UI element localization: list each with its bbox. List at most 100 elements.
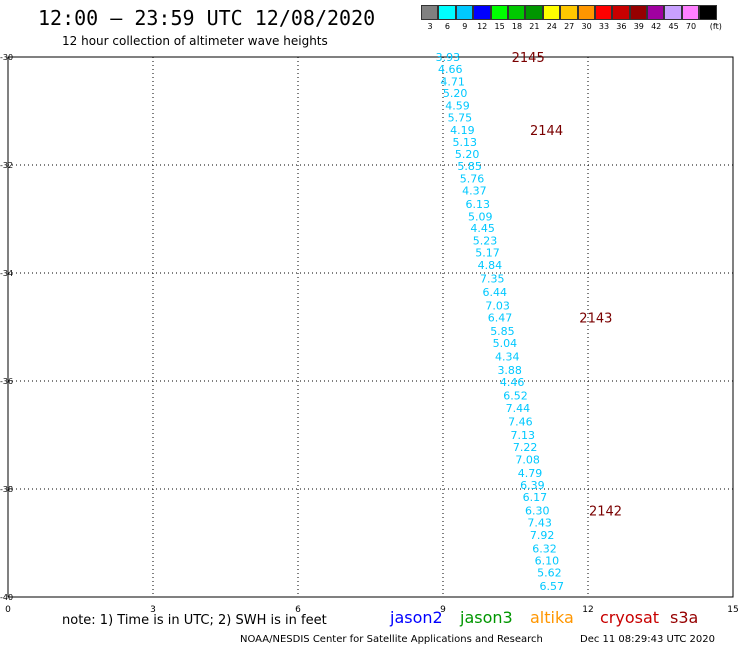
wave-height-value: 7.43 [527,516,552,529]
wave-height-value: 4.46 [500,376,525,389]
legend-label: 70 [685,22,697,31]
axis-ticks: 0 3 6 9 12 15 -30 -32 -34 -36 -38 -40 [0,53,739,615]
legend-swatch [577,5,595,20]
legend-swatch [560,5,578,20]
y-tick-label: -34 [0,269,13,278]
wave-height-value: 6.52 [503,390,528,403]
wave-height-value: 5.85 [490,325,515,338]
footer-note: note: 1) Time is in UTC; 2) SWH is in fe… [62,613,327,628]
wave-height-value: 5.85 [457,160,482,173]
legend-swatch [473,5,491,20]
satellite-name: jason2 [390,608,443,627]
wave-height-value: 5.75 [448,111,473,124]
x-tick-label: 9 [440,605,446,615]
legend-label: 15 [494,22,505,31]
x-tick-label: 15 [727,605,738,615]
wave-height-value: 6.17 [523,491,548,504]
satellite-name: s3a [670,608,699,627]
pass-number-label: 2144 [530,124,563,139]
map-title: 12:00 – 23:59 UTC 12/08/2020 [38,6,376,30]
legend-label: 27 [564,22,575,31]
wave-height-value: 7.22 [513,441,538,454]
wave-height-value: 6.13 [466,198,491,211]
legend-swatch [507,5,526,20]
legend-swatch [421,5,439,20]
legend-swatch [699,5,717,20]
measurement-labels: 3.934.664.715.204.595.754.195.135.205.85… [436,51,564,593]
wave-height-value: 7.46 [508,416,533,429]
wave-height-value: 3.93 [436,51,461,64]
wave-height-value: 4.37 [462,184,487,197]
wave-height-value: 5.13 [453,136,478,149]
wave-height-value: 7.44 [506,402,531,415]
map-subtitle: 12 hour collection of altimeter wave hei… [62,34,328,48]
legend-label: 3 [427,22,433,31]
legend-swatch [542,5,561,20]
x-tick-label: 12 [582,605,593,615]
legend-swatch [664,5,682,20]
wave-height-value: 7.35 [480,272,505,285]
legend-label: 6 [444,22,450,31]
generated-timestamp: Dec 11 08:29:43 UTC 2020 [580,634,715,645]
satellite-name: cryosat [600,608,660,627]
wave-height-value: 7.92 [530,529,555,542]
legend-swatch [681,5,700,20]
legend-label: 33 [598,22,610,31]
wave-height-value: 5.09 [468,210,493,223]
legend-label: 30 [581,22,592,31]
legend-label: 12 [477,22,488,31]
wave-height-value: 7.08 [515,453,540,466]
y-tick-label: -32 [0,161,13,170]
grid-lines [7,56,734,598]
satellite-name: altika [530,608,574,627]
legend-swatch [525,5,543,20]
wave-height-value: 6.30 [525,505,550,518]
legend-label: 45 [668,22,679,31]
wave-height-value: 6.32 [532,542,557,555]
wave-height-value: 5.20 [455,148,480,161]
y-tick-label: -40 [0,593,13,602]
wave-height-value: 5.23 [473,235,498,248]
y-tick-label: -36 [0,377,13,386]
x-tick-label: 3 [150,605,156,615]
wave-height-value: 3.88 [497,364,522,377]
pass-labels: 2145 2144 2143 2142 [512,51,622,520]
wave-height-value: 4.84 [478,259,503,272]
legend-label: 21 [529,22,540,31]
legend-swatch [612,5,630,20]
wave-height-value: 6.44 [482,286,507,299]
wave-height-value: 4.59 [445,100,470,113]
map-frame [7,56,734,598]
wave-height-value: 5.17 [475,246,500,259]
x-tick-label: 0 [5,605,11,615]
legend-label: 9 [462,22,468,31]
wave-height-value: 6.57 [540,580,565,593]
wave-height-value: 5.20 [443,87,468,100]
wave-height-value: 5.76 [460,173,485,186]
legend-label: 24 [546,22,557,31]
wave-height-value: 5.62 [537,567,562,580]
y-tick-label: -38 [0,485,13,494]
wave-height-value: 4.34 [495,351,520,364]
y-tick-label: -30 [0,53,13,62]
wave-height-value: 6.47 [488,311,513,324]
wave-height-value: 4.66 [438,63,463,76]
wave-height-value: 4.19 [450,124,475,137]
legend-swatch [455,5,474,20]
wave-height-value: 7.03 [485,299,510,312]
legend-label: 42 [651,22,662,31]
legend-label: 39 [633,22,644,31]
wave-height-value: 7.13 [511,429,536,442]
wave-height-value: 6.39 [520,479,545,492]
legend-swatch [490,5,508,20]
wave-height-value: 4.45 [470,222,495,235]
satellite-name: jason3 [460,608,513,627]
color-legend [421,5,717,20]
wave-height-value: 5.04 [493,337,518,350]
legend-unit: (ft) [709,22,722,31]
legend-swatch [438,5,456,20]
pass-number-label: 2142 [589,505,622,520]
legend-swatch [594,5,613,20]
legend-swatch [629,5,648,20]
